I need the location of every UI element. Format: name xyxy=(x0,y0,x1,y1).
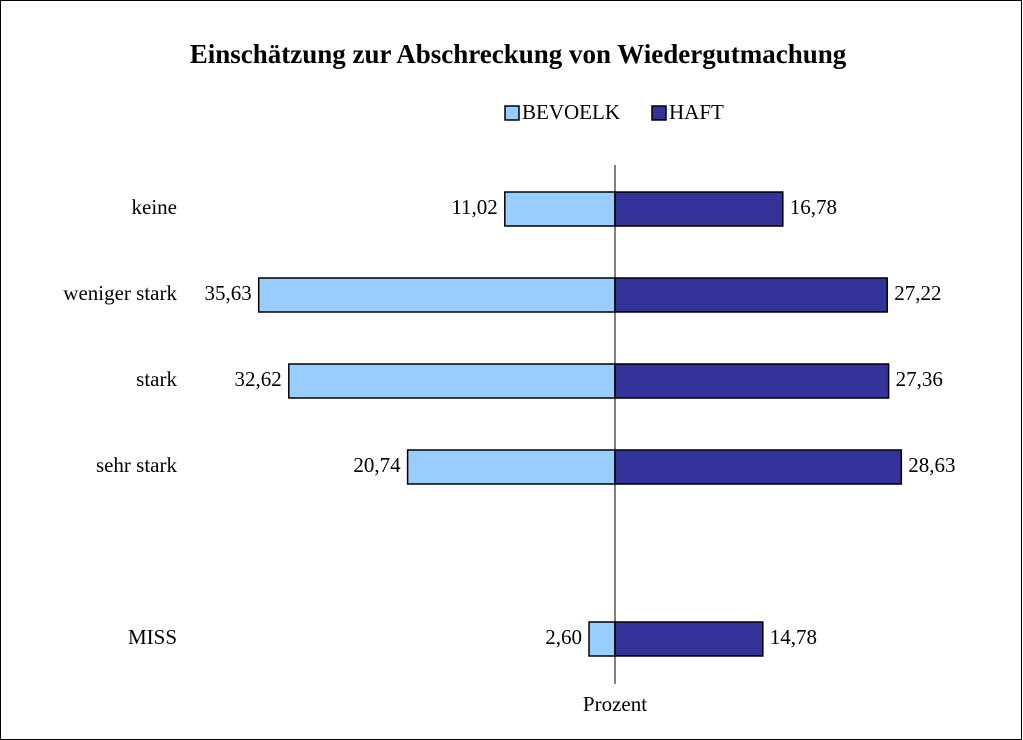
legend-label: BEVOELK xyxy=(522,100,620,124)
x-axis-label: Prozent xyxy=(583,692,647,716)
bar xyxy=(614,277,888,313)
legend-swatch xyxy=(504,105,520,121)
legend-swatch xyxy=(651,105,667,121)
data-label: 32,62 xyxy=(235,367,282,391)
bar xyxy=(614,363,890,399)
y-tick-label: keine xyxy=(132,195,177,219)
data-label: 16,78 xyxy=(790,195,837,219)
bar xyxy=(614,449,903,485)
data-label: 11,02 xyxy=(451,195,497,219)
y-tick-label: weniger stark xyxy=(63,281,177,305)
bar xyxy=(406,449,616,485)
data-label: 20,74 xyxy=(353,453,401,477)
data-label: 28,63 xyxy=(908,453,955,477)
data-label: 27,22 xyxy=(894,281,941,305)
data-label: 14,78 xyxy=(770,625,817,649)
chart-title: Einschätzung zur Abschreckung von Wieder… xyxy=(190,39,847,69)
legend-label: HAFT xyxy=(669,100,724,124)
y-tick-label: sehr stark xyxy=(96,453,178,477)
data-label: 27,36 xyxy=(896,367,943,391)
bar xyxy=(614,621,764,657)
bar xyxy=(288,363,616,399)
data-label: 35,63 xyxy=(204,281,251,305)
y-tick-label: stark xyxy=(136,367,177,391)
bar xyxy=(504,191,616,227)
bar xyxy=(588,621,616,657)
bar xyxy=(257,277,616,313)
data-label: 2,60 xyxy=(545,625,582,649)
bar xyxy=(614,191,784,227)
y-tick-label: MISS xyxy=(128,625,177,649)
